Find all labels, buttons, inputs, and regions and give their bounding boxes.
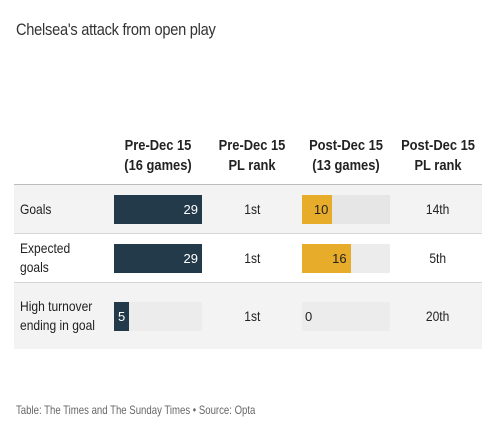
post-rank-header: Post-Dec 15 PL rank (394, 112, 482, 185)
post-bar-track: 10 (302, 194, 390, 224)
post-rank-value: 20th (394, 282, 482, 349)
table-row: Goals 29 1st 10 14th (14, 184, 482, 234)
chart-title: Chelsea's attack from open play (16, 20, 216, 39)
pre-bar (114, 243, 202, 273)
metric-label: Expected goals (14, 233, 110, 283)
table-row: Expected goals 29 1st 16 5th (14, 233, 482, 283)
post-value-label: 16 (332, 250, 347, 266)
post-value-label: 0 (305, 308, 313, 324)
pre-rank-value: 1st (206, 233, 298, 283)
pre-value-label: 29 (183, 201, 198, 217)
table-row: High turnover ending in goal 5 1st 0 20th (14, 282, 482, 349)
metric-label: High turnover ending in goal (14, 282, 110, 349)
pre-bar-track: 5 (114, 301, 202, 331)
post-bar-cell: 16 (298, 233, 394, 283)
pre-bar (114, 194, 202, 224)
pre-bar-track: 29 (114, 194, 202, 224)
post-bar-track: 16 (302, 243, 390, 273)
pre-bar-cell: 5 (110, 282, 206, 349)
post-value-label: 10 (313, 201, 329, 217)
pre-bar-cell: 29 (110, 184, 206, 234)
pre-rank-value: 1st (206, 282, 298, 349)
pre-bar-cell: 29 (110, 233, 206, 283)
post-bar-cell: 0 (298, 282, 394, 349)
pre-rank-header: Pre-Dec 15 PL rank (206, 112, 298, 185)
post-bar (302, 194, 333, 224)
pre-bar (114, 301, 130, 331)
post-header: Post-Dec 15 (13 games) (298, 112, 394, 185)
header-row: Pre-Dec 15 (16 games) Pre-Dec 15 PL rank… (14, 112, 482, 185)
post-rank-value: 14th (394, 184, 482, 234)
post-bar-track: 0 (302, 301, 390, 331)
stats-table: Pre-Dec 15 (16 games) Pre-Dec 15 PL rank… (14, 112, 482, 349)
metric-label: Goals (14, 184, 110, 234)
post-bar (302, 243, 351, 273)
pre-bar-track: 29 (114, 243, 202, 273)
pre-value-label: 29 (183, 250, 198, 266)
pre-value-label: 5 (117, 308, 126, 324)
post-bar-cell: 10 (298, 184, 394, 234)
pre-rank-value: 1st (206, 184, 298, 234)
metric-header (14, 112, 110, 185)
pre-header: Pre-Dec 15 (16 games) (110, 112, 206, 185)
source-note: Table: The Times and The Sunday Times • … (16, 403, 256, 417)
post-rank-value: 5th (394, 233, 482, 283)
